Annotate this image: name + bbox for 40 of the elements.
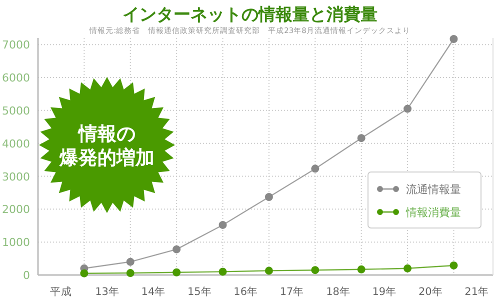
point — [172, 268, 181, 276]
annotation: 情報の — [78, 123, 136, 145]
x-tick-label: 17年 — [280, 286, 304, 298]
point — [126, 258, 134, 266]
y-tick-label: 3000 — [2, 170, 30, 184]
point — [311, 164, 320, 173]
point — [357, 265, 366, 274]
chart-title: インターネットの情報量と消費量 — [122, 5, 378, 25]
point — [450, 34, 458, 43]
point — [126, 269, 134, 278]
y-tick-label: 2000 — [2, 203, 30, 216]
point — [357, 134, 366, 142]
y-tick-label: 4000 — [2, 137, 30, 150]
x-tick-label: 13年 — [95, 286, 120, 298]
x-tick-label: 平成 — [50, 285, 72, 298]
y-tick-label: 5000 — [2, 104, 30, 118]
y-tick-label: 0 — [23, 269, 30, 282]
point — [218, 268, 227, 276]
x-tick-label: 16年 — [234, 286, 258, 298]
x-tick-label: 21年 — [464, 286, 490, 298]
point — [218, 220, 227, 229]
x-tick-label: 14年 — [141, 286, 166, 298]
annotation: 爆発的増加 — [58, 147, 154, 169]
x-tick-label: 15年 — [187, 286, 212, 298]
point — [404, 264, 412, 272]
point — [264, 266, 273, 275]
legend-label: 情報消費量 — [405, 206, 461, 219]
point — [404, 104, 412, 113]
point — [172, 245, 181, 254]
x-tick-label: 18年 — [326, 286, 350, 298]
legend-label: 流通情報量 — [406, 183, 461, 196]
point — [80, 269, 88, 278]
y-tick-label: 1000 — [2, 236, 30, 250]
y-tick-label: 7000 — [2, 38, 30, 52]
point — [311, 266, 320, 274]
point — [450, 261, 458, 270]
point — [264, 192, 273, 201]
x-tick-label: 20年 — [418, 286, 443, 298]
x-tick-label: 19年 — [372, 286, 397, 298]
y-tick-label: 6000 — [2, 72, 30, 84]
